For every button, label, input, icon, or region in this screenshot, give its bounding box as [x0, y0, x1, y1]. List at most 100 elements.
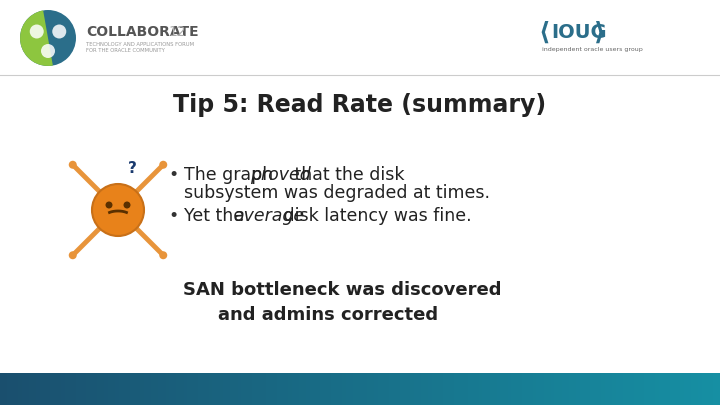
Bar	[68, 373, 72, 405]
Bar	[29, 373, 32, 405]
Bar	[554, 373, 558, 405]
Text: SAN bottleneck was discovered: SAN bottleneck was discovered	[183, 281, 502, 299]
Bar	[209, 373, 212, 405]
Bar	[104, 373, 108, 405]
Bar	[187, 373, 191, 405]
Bar	[115, 373, 119, 405]
Bar	[86, 373, 90, 405]
Bar	[342, 373, 346, 405]
Text: independent oracle users group: independent oracle users group	[542, 47, 643, 51]
Bar	[713, 373, 716, 405]
Bar	[533, 373, 536, 405]
Bar	[108, 373, 112, 405]
Text: 12: 12	[168, 25, 186, 39]
Bar	[677, 373, 680, 405]
Bar	[508, 373, 511, 405]
Text: IOUG: IOUG	[551, 23, 607, 43]
Bar	[256, 373, 259, 405]
Bar	[320, 373, 324, 405]
Bar	[396, 373, 400, 405]
Bar	[367, 373, 371, 405]
Circle shape	[41, 44, 55, 58]
Bar	[468, 373, 472, 405]
Bar	[630, 373, 634, 405]
Bar	[155, 373, 158, 405]
Bar	[266, 373, 270, 405]
Bar	[706, 373, 709, 405]
Bar	[302, 373, 306, 405]
Bar	[479, 373, 482, 405]
Bar	[313, 373, 317, 405]
Text: and admins corrected: and admins corrected	[218, 306, 438, 324]
Bar	[245, 373, 248, 405]
Bar	[688, 373, 691, 405]
Bar	[522, 373, 526, 405]
Bar	[14, 373, 18, 405]
Circle shape	[53, 24, 66, 38]
Bar	[695, 373, 698, 405]
Bar	[486, 373, 490, 405]
Bar	[493, 373, 497, 405]
Bar	[292, 373, 295, 405]
Bar	[288, 373, 292, 405]
Bar	[691, 373, 695, 405]
Bar	[230, 373, 234, 405]
Bar	[616, 373, 619, 405]
Bar	[400, 373, 403, 405]
Circle shape	[20, 10, 76, 66]
Bar	[558, 373, 562, 405]
Bar	[122, 373, 126, 405]
Bar	[670, 373, 673, 405]
Bar	[414, 373, 418, 405]
Bar	[248, 373, 252, 405]
Bar	[148, 373, 151, 405]
Bar	[382, 373, 385, 405]
Bar	[32, 373, 36, 405]
Bar	[126, 373, 130, 405]
Bar	[634, 373, 637, 405]
Bar	[274, 373, 277, 405]
Bar	[169, 373, 173, 405]
Bar	[338, 373, 342, 405]
Bar	[54, 373, 58, 405]
Bar	[518, 373, 522, 405]
Bar	[360, 373, 364, 405]
Bar	[716, 373, 720, 405]
Bar	[353, 373, 356, 405]
Bar	[594, 373, 598, 405]
Bar	[551, 373, 554, 405]
Text: subsystem was degraded at times.: subsystem was degraded at times.	[184, 184, 490, 202]
Bar	[540, 373, 544, 405]
Bar	[119, 373, 122, 405]
Bar	[205, 373, 209, 405]
Bar	[371, 373, 374, 405]
Bar	[61, 373, 65, 405]
Bar	[65, 373, 68, 405]
Text: ?: ?	[127, 161, 136, 176]
Bar	[500, 373, 504, 405]
Bar	[331, 373, 335, 405]
Bar	[529, 373, 533, 405]
Bar	[180, 373, 184, 405]
Bar	[457, 373, 461, 405]
Bar	[133, 373, 137, 405]
Bar	[385, 373, 389, 405]
Bar	[202, 373, 205, 405]
Bar	[443, 373, 446, 405]
Text: •: •	[168, 207, 179, 225]
Bar	[623, 373, 626, 405]
Bar	[702, 373, 706, 405]
Bar	[418, 373, 421, 405]
Circle shape	[124, 202, 130, 209]
Text: •: •	[168, 166, 179, 184]
Bar	[680, 373, 684, 405]
Bar	[356, 373, 360, 405]
Bar	[112, 373, 115, 405]
Bar	[612, 373, 616, 405]
Text: FOR THE ORACLE COMMUNITY: FOR THE ORACLE COMMUNITY	[86, 49, 165, 53]
Bar	[536, 373, 540, 405]
Bar	[526, 373, 529, 405]
Bar	[36, 373, 40, 405]
Bar	[601, 373, 605, 405]
Bar	[655, 373, 659, 405]
